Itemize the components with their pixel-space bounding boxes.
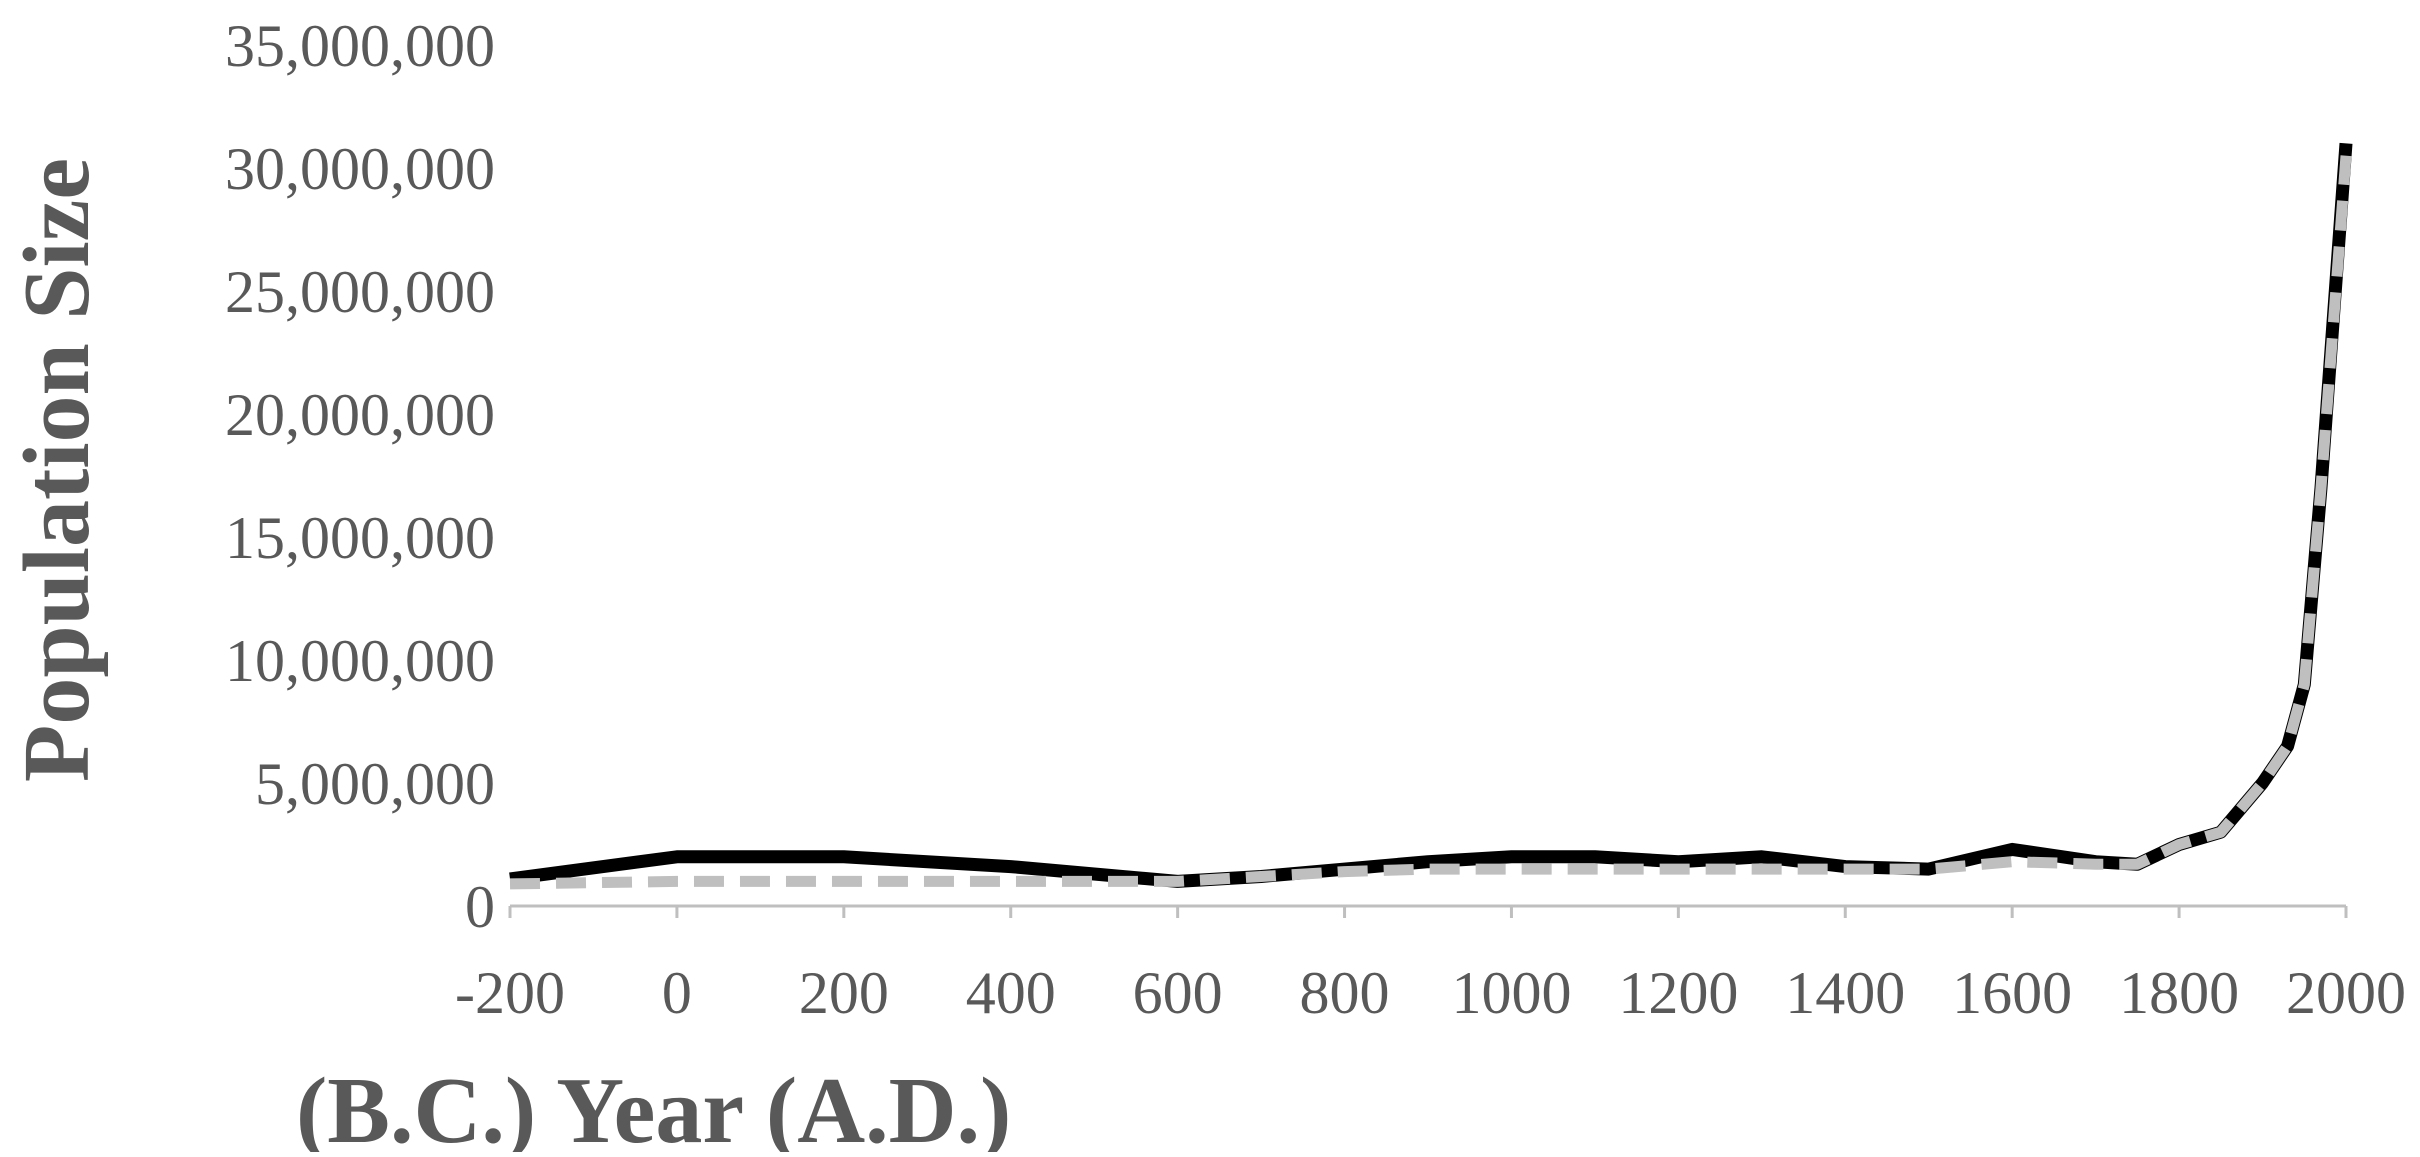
x-tick-label: -200 [455, 960, 565, 1026]
dashed-series-line [509, 155, 2352, 890]
y-tick-label: 25,000,000 [225, 259, 495, 325]
y-tick-labels: 0 5,000,000 10,000,000 15,000,000 20,000,000… [225, 13, 495, 940]
x-tick-label: 0 [662, 960, 692, 1026]
y-tick-label: 10,000,000 [225, 628, 495, 694]
x-tick-label: 1200 [1618, 960, 1738, 1026]
x-tick-label: 1800 [2119, 960, 2239, 1026]
x-tick-label: 1400 [1785, 960, 1905, 1026]
solid-series-line [509, 142, 2353, 888]
y-tick-label: 35,000,000 [225, 13, 495, 79]
x-tick-labels: -200 0 200 400 600 800 1000 1200 1400 1600 1800 200… [455, 960, 2406, 1026]
x-tick-label: 600 [1133, 960, 1223, 1026]
x-tick-label: 400 [966, 960, 1056, 1026]
x-tick-label: 1600 [1952, 960, 2072, 1026]
y-tick-label: 20,000,000 [225, 382, 495, 448]
series-lines [509, 142, 2353, 890]
x-tick-label: 2000 [2286, 960, 2406, 1026]
axes [508, 904, 2348, 918]
x-tick-label: 200 [799, 960, 889, 1026]
y-axis-title: Population Size [5, 158, 109, 782]
x-axis-title: (B.C.) Year (A.D.) [296, 1059, 1011, 1152]
y-tick-label: 0 [465, 874, 495, 940]
y-tick-label: 15,000,000 [225, 505, 495, 571]
y-tick-label: 30,000,000 [225, 136, 495, 202]
x-tick-label: 800 [1300, 960, 1390, 1026]
y-tick-label: 5,000,000 [255, 751, 495, 817]
x-tick-label: 1000 [1451, 960, 1571, 1026]
